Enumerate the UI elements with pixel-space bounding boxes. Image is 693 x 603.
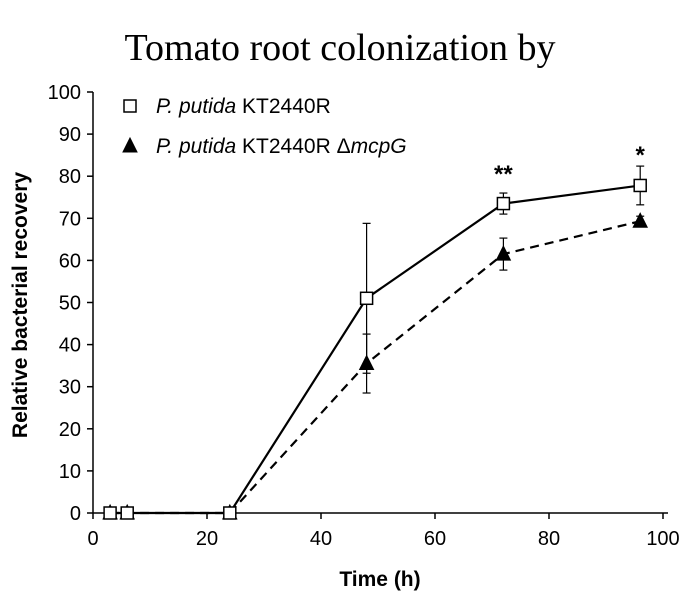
legend-marker <box>123 99 137 113</box>
data-point <box>632 212 649 228</box>
y-axis-label: Relative bacterial recovery <box>9 172 32 438</box>
y-tick-label: 0 <box>70 503 81 525</box>
y-tick-label: 100 <box>48 82 81 104</box>
legend-label-part: mcpG <box>351 135 407 158</box>
plot-area <box>102 165 649 520</box>
data-point <box>103 506 117 520</box>
series-line <box>110 220 641 515</box>
data-point <box>120 506 134 520</box>
x-tick-label: 80 <box>538 528 560 550</box>
y-tick-label: 80 <box>59 166 81 188</box>
legend-entry: P. putida KT2440R <box>123 95 331 118</box>
data-point <box>223 506 237 520</box>
legend-label-part: KT2440R <box>236 95 331 118</box>
x-tick-label: 20 <box>196 528 218 550</box>
x-tick-label: 100 <box>646 528 679 550</box>
y-tick-label: 40 <box>59 335 81 357</box>
y-tick-label: 30 <box>59 377 81 399</box>
legend-label-part: P. putida <box>156 135 236 158</box>
x-tick-label: 40 <box>310 528 332 550</box>
series-1 <box>103 165 647 520</box>
data-point <box>359 291 374 306</box>
data-point <box>496 196 511 211</box>
legend-entry: P. putida KT2440R ΔmcpG <box>122 135 407 158</box>
legend-marker <box>122 136 138 153</box>
legend-label-part: KT2440R <box>236 135 336 158</box>
x-tick-label: 60 <box>424 528 446 550</box>
data-point <box>495 244 512 261</box>
axis-ticks: 0 10 20 30 40 50 60 70 80 90 100 0 20 40 60 80 100 <box>48 82 680 550</box>
legend-label: P. putida KT2440R ΔmcpG <box>156 135 407 158</box>
data-point <box>633 178 647 193</box>
y-tick-label: 50 <box>59 293 81 315</box>
significance-annotations: *** <box>494 142 645 188</box>
y-tick-label: 70 <box>59 208 81 230</box>
y-tick-label: 60 <box>59 250 81 272</box>
series-2 <box>102 212 649 520</box>
y-tick-label: 10 <box>59 461 81 483</box>
legend-label-part: P. putida <box>156 95 236 118</box>
x-axis-label: Time (h) <box>339 568 420 591</box>
x-tick-label: 0 <box>87 528 98 550</box>
y-tick-label: 20 <box>59 419 81 441</box>
significance-marker: ** <box>494 161 513 188</box>
legend-label-part: Δ <box>337 135 351 158</box>
legend-label: P. putida KT2440R <box>156 95 331 118</box>
y-tick-label: 90 <box>59 124 81 146</box>
chart-title: Tomato root colonization by <box>124 27 555 69</box>
significance-marker: * <box>636 142 646 169</box>
series-line <box>110 184 641 515</box>
